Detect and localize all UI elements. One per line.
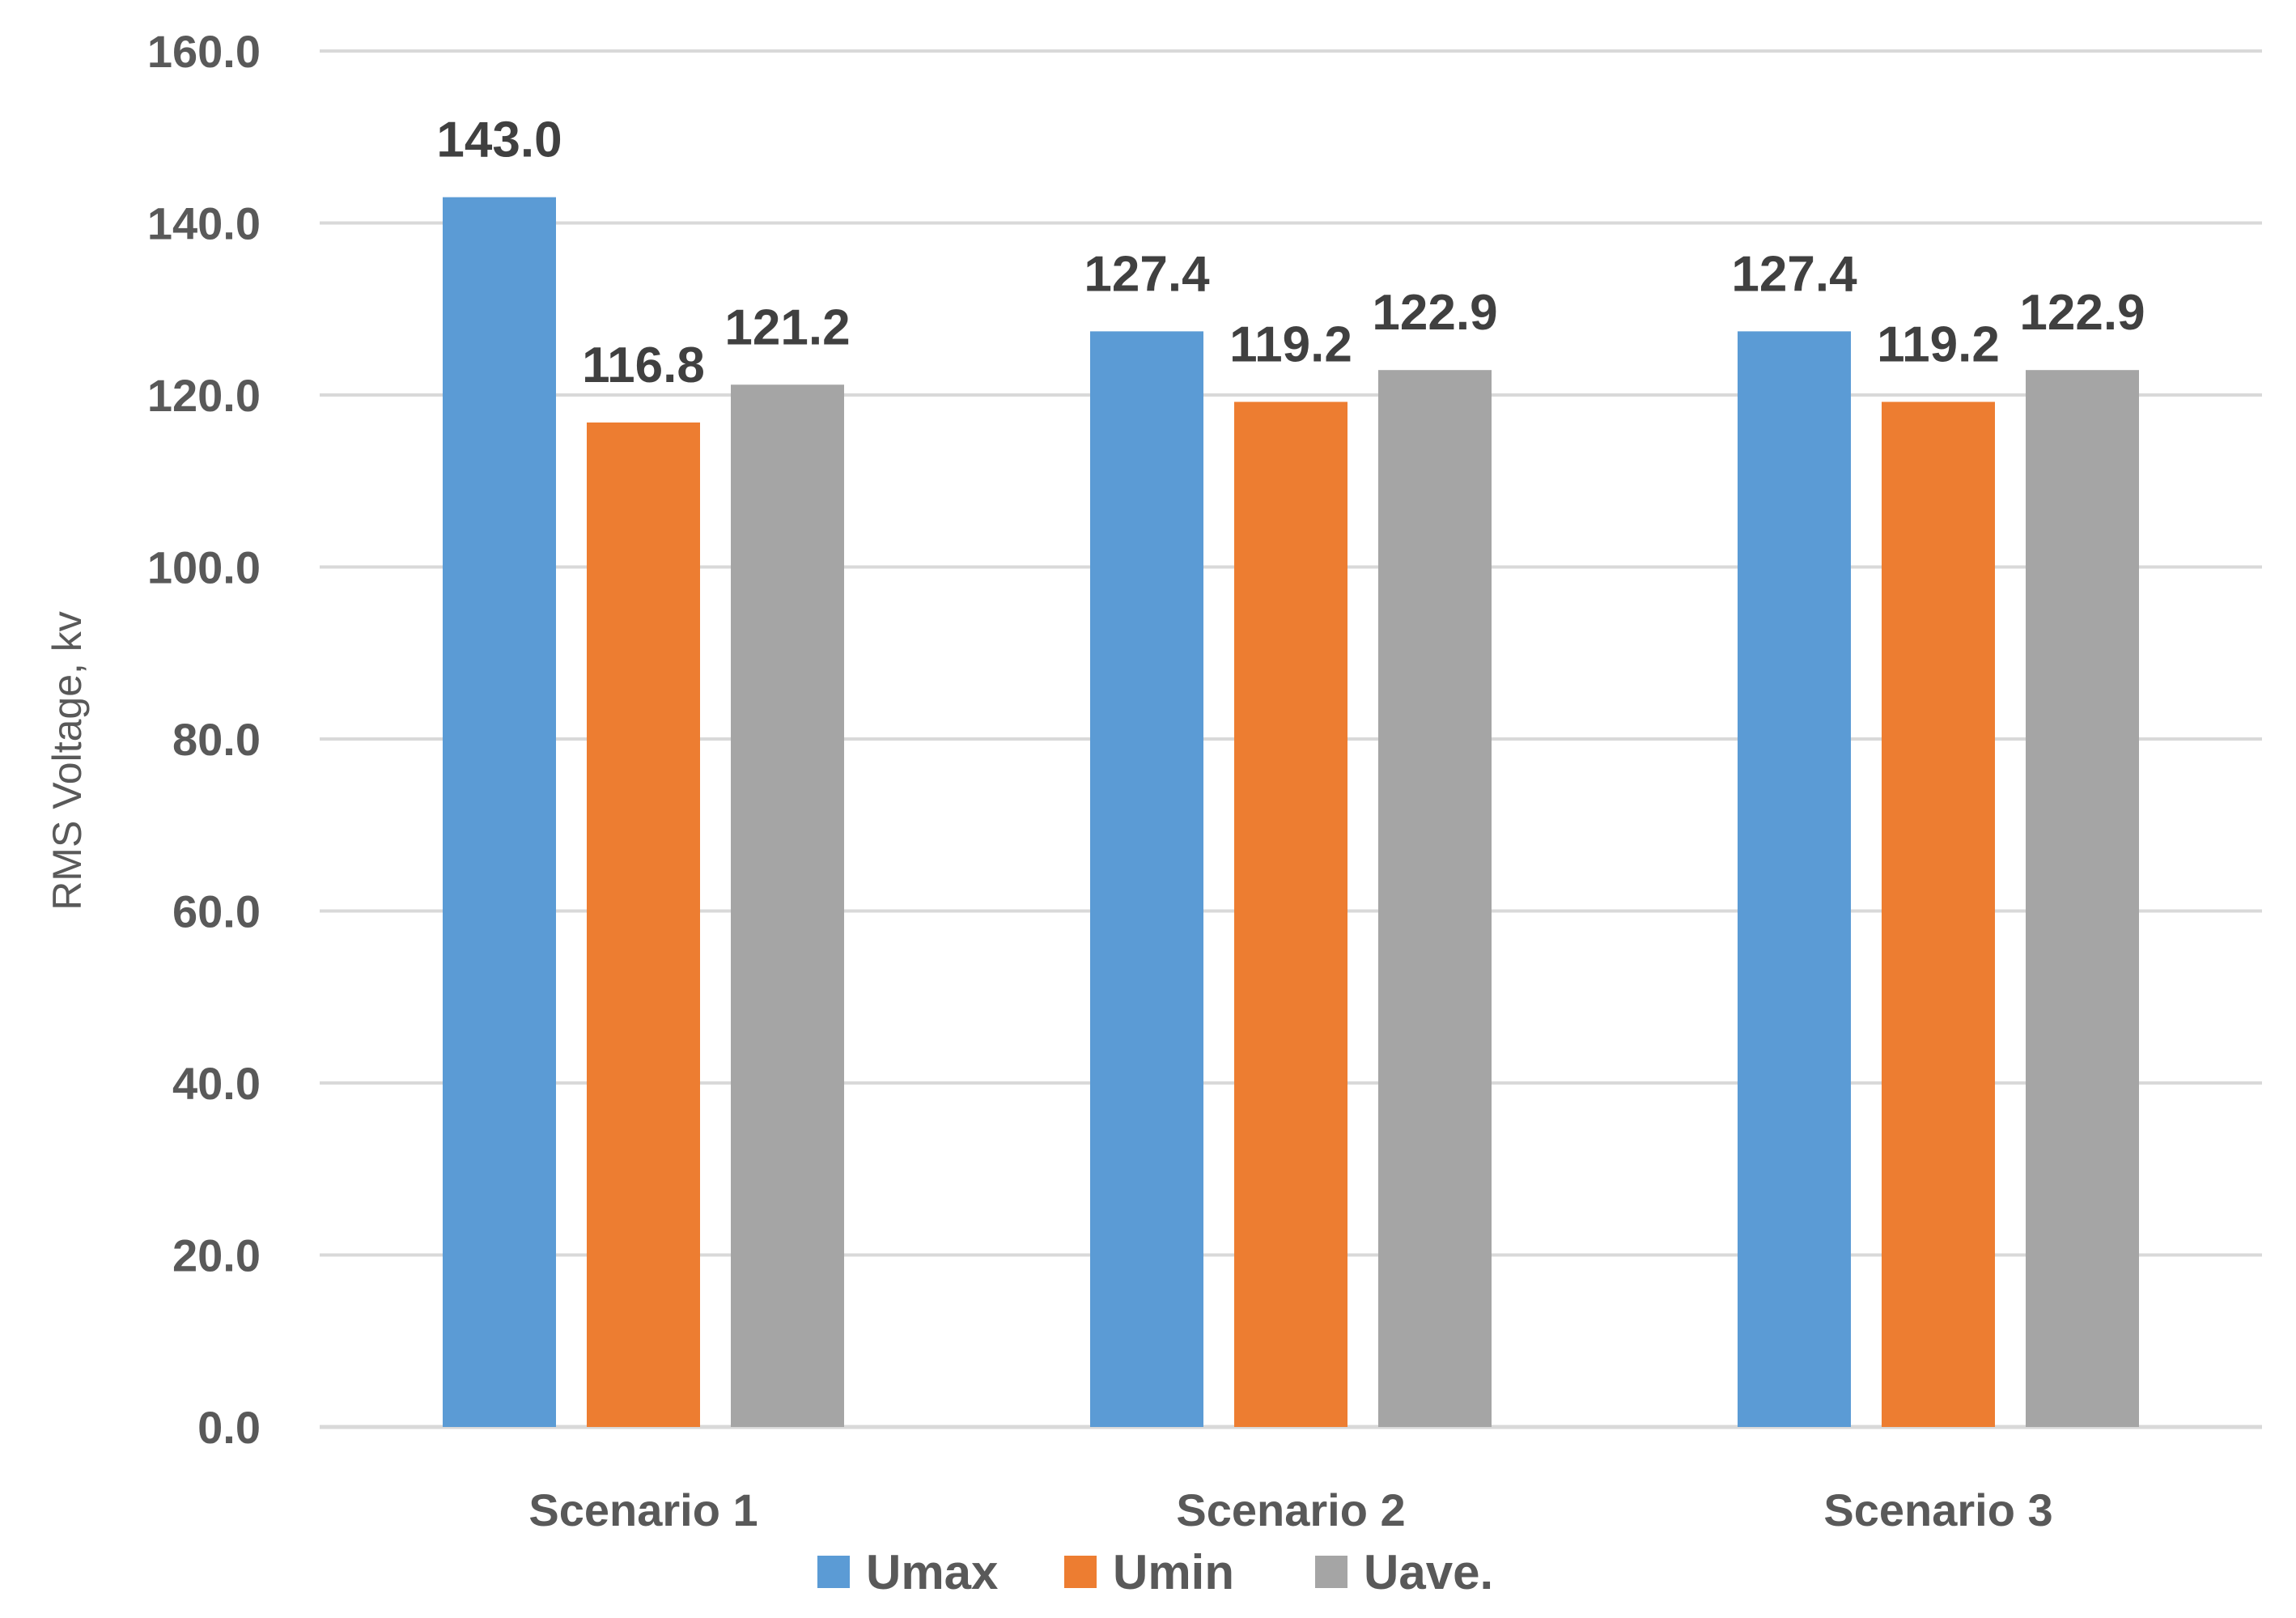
bar-umin-2 [1234,401,1347,1427]
data-label: 122.9 [2019,285,2145,341]
x-category-label: Scenario 3 [1823,1484,2052,1535]
bar-uave-3 [2026,370,2139,1427]
y-tick-label: 60.0 [172,886,261,937]
y-axis-ticks: 0.0 20.0 40.0 60.0 80.0 100.0 120.0 140.0 160.0 [147,26,261,1453]
legend-swatch [817,1556,850,1588]
data-label: 143.0 [436,113,562,168]
legend-swatch [1064,1556,1097,1588]
bar-umin-1 [587,423,700,1427]
bar-umax-2 [1090,331,1203,1427]
x-category-label: Scenario 1 [528,1484,758,1535]
data-labels: 143.0 116.8 121.2 127.4 119.2 122.9 127.4 119.2… [436,113,2145,393]
data-label: 121.2 [724,299,850,355]
x-category-label: Scenario 2 [1176,1484,1405,1535]
x-axis-categories: Scenario 1 Scenario 2 Scenario 3 [528,1484,2052,1535]
legend-swatch [1315,1556,1347,1588]
y-tick-label: 100.0 [147,542,261,593]
y-tick-label: 40.0 [172,1058,261,1109]
data-label: 122.9 [1372,285,1497,341]
legend: Umax Umin Uave. [817,1545,1493,1599]
bar-umin-3 [1882,401,1995,1427]
y-tick-label: 120.0 [147,370,261,421]
data-label: 127.4 [1731,246,1857,302]
legend-label: Umin [1113,1545,1234,1599]
y-tick-label: 0.0 [197,1402,261,1453]
legend-label: Umax [866,1545,998,1599]
y-tick-label: 20.0 [172,1230,261,1281]
y-tick-label: 80.0 [172,714,261,765]
data-label: 119.2 [1877,317,2000,373]
bar-uave-1 [731,384,844,1427]
bar-uave-2 [1378,370,1492,1427]
data-label: 116.8 [582,338,705,393]
bars [443,197,2139,1427]
bar-umax-1 [443,197,556,1427]
data-label: 127.4 [1084,246,1210,302]
y-axis-label: RMS Voltage, kv [45,611,90,911]
legend-label: Uave. [1364,1545,1493,1599]
bar-umax-3 [1738,331,1851,1427]
y-tick-label: 140.0 [147,198,261,249]
y-tick-label: 160.0 [147,26,261,77]
data-label: 119.2 [1229,317,1352,373]
